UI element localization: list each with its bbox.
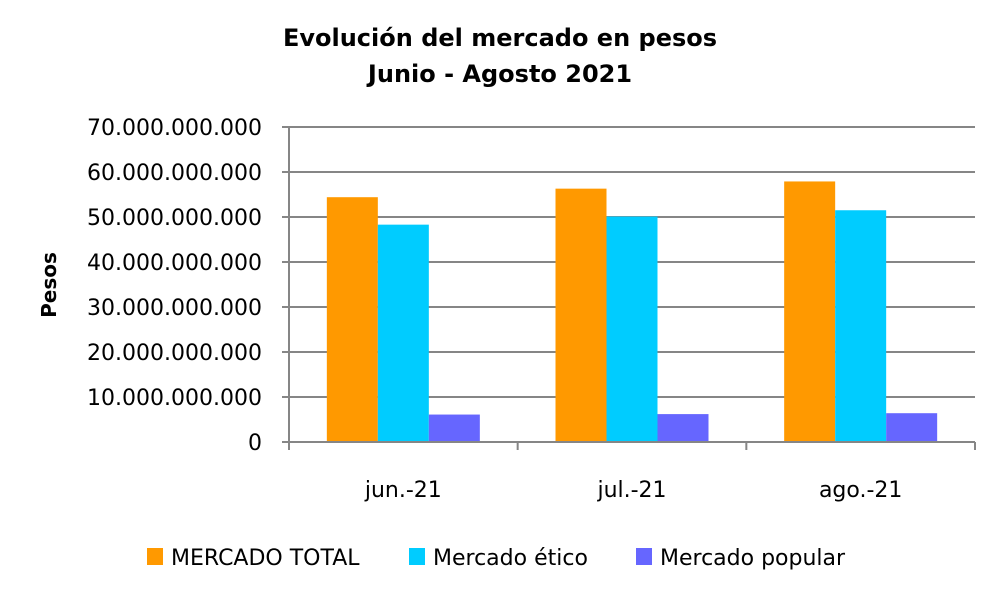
- y-tick-label: 10.000.000.000: [87, 386, 262, 411]
- bar: [835, 210, 887, 442]
- y-tick-label: 70.000.000.000: [87, 116, 262, 141]
- bar: [657, 414, 709, 442]
- bar: [784, 181, 836, 442]
- axes: [282, 127, 975, 443]
- legend-label: Mercado popular: [660, 546, 846, 571]
- x-tick-label: jul.-21: [596, 478, 666, 503]
- x-tick-label: ago.-21: [819, 478, 902, 503]
- y-axis-title: Pesos: [37, 252, 61, 318]
- bar: [606, 216, 658, 442]
- y-tick-label: 0: [248, 431, 262, 456]
- y-tick-label: 50.000.000.000: [87, 206, 262, 231]
- legend-item: MERCADO TOTAL: [147, 546, 360, 571]
- y-tick-label: 30.000.000.000: [87, 296, 262, 321]
- bar: [886, 413, 938, 442]
- legend-item: Mercado ético: [409, 546, 588, 571]
- legend-swatch: [147, 548, 163, 565]
- y-axis-ticks: 0 10.000.000.000 20.000.000.000 30.000.000.…: [87, 116, 289, 456]
- legend-label: Mercado ético: [433, 546, 588, 571]
- chart-title-line-2: Junio - Agosto 2021: [366, 60, 632, 88]
- chart-title-line-1: Evolución del mercado en pesos: [283, 24, 717, 52]
- x-axis-ticks: jun.-21 jul.-21 ago.-21: [288, 442, 976, 503]
- legend-swatch: [636, 548, 652, 565]
- bar: [555, 188, 607, 442]
- legend: MERCADO TOTAL Mercado ético Mercado popula…: [147, 546, 846, 571]
- bar: [377, 224, 429, 442]
- x-tick-label: jun.-21: [364, 478, 442, 503]
- bar: [326, 197, 378, 442]
- legend-swatch: [409, 548, 425, 565]
- legend-item: Mercado popular: [636, 546, 846, 571]
- bars: [326, 181, 938, 442]
- bar: [428, 414, 480, 442]
- y-tick-label: 20.000.000.000: [87, 341, 262, 366]
- y-tick-label: 40.000.000.000: [87, 251, 262, 276]
- y-tick-label: 60.000.000.000: [87, 161, 262, 186]
- legend-label: MERCADO TOTAL: [171, 546, 360, 571]
